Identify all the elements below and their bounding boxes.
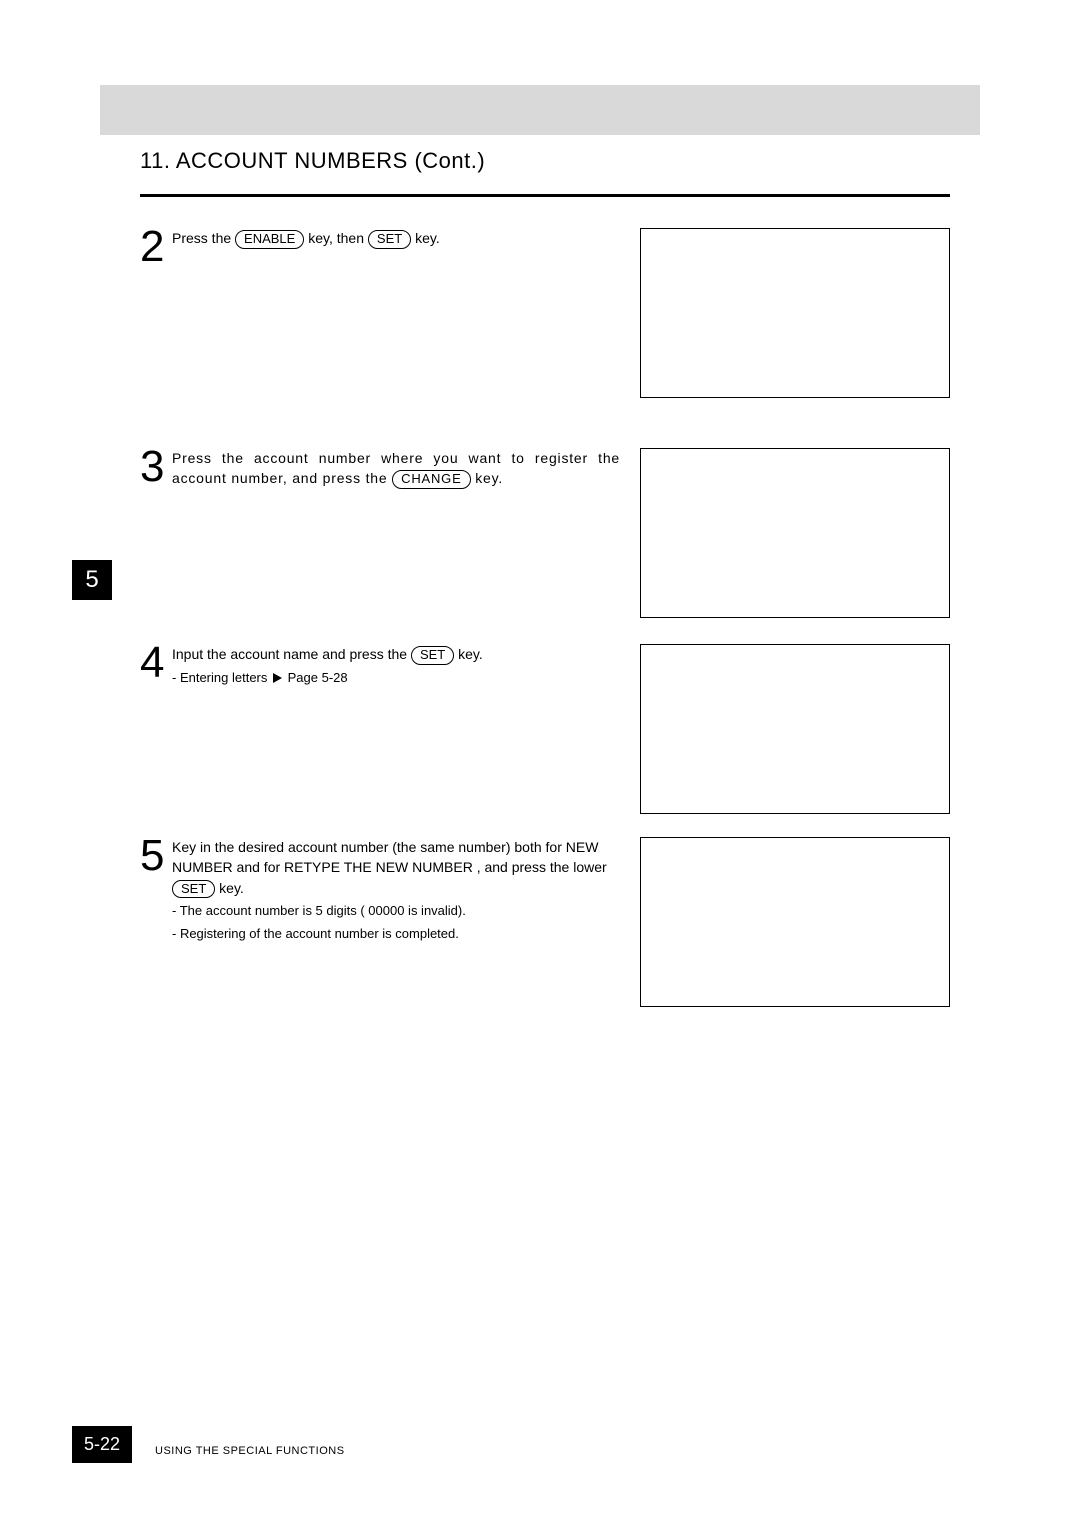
step-4-body: Input the account name and press the SET…: [172, 644, 620, 688]
set-key-5: SET: [172, 880, 215, 899]
section-title: 11. ACCOUNT NUMBERS (Cont.): [140, 148, 485, 174]
set-key: SET: [368, 230, 411, 249]
step-5-note2: - Registering of the account number is c…: [172, 925, 620, 944]
step-4-note-ref: Page 5-28: [288, 670, 348, 685]
step-5-note1: - The account number is 5 digits ( 00000…: [172, 902, 620, 921]
step-number-2: 2: [140, 222, 164, 272]
step-4-text-b: key.: [454, 646, 483, 662]
step-2-text-b: key, then: [304, 230, 368, 246]
step-4: 4 Input the account name and press the S…: [140, 644, 620, 688]
step-2: 2 Press the ENABLE key, then SET key.: [140, 228, 620, 249]
arrow-icon: [273, 673, 282, 683]
step-5-q2: RETYPE THE NEW NUMBER: [284, 859, 473, 875]
step-3-text-b: key.: [471, 470, 504, 486]
step-number-3: 3: [140, 442, 164, 492]
footer-section-label: USING THE SPECIAL FUNCTIONS: [155, 1445, 345, 1457]
figure-step-4: [640, 644, 950, 814]
step-5: 5 Key in the desired account number (the…: [140, 837, 620, 944]
step-4-note-prefix: - Entering letters: [172, 670, 271, 685]
step-5-text-c: , and press the lower: [473, 859, 607, 875]
step-5-text-d: key.: [215, 880, 244, 896]
chapter-tab: 5: [72, 560, 112, 600]
page-number-box: 5-22: [72, 1426, 132, 1463]
step-5-body: Key in the desired account number (the s…: [172, 837, 620, 944]
title-rule: [140, 194, 950, 197]
step-2-text-c: key.: [411, 230, 440, 246]
figure-step-2: [640, 228, 950, 398]
set-key-4: SET: [411, 646, 454, 665]
step-number-5: 5: [140, 831, 164, 881]
step-4-text-a: Input the account name and press the: [172, 646, 411, 662]
step-3-body: Press the account number where you want …: [172, 448, 620, 489]
step-number-4: 4: [140, 638, 164, 688]
figure-step-5: [640, 837, 950, 1007]
header-band: [100, 85, 980, 135]
figure-step-3: [640, 448, 950, 618]
enable-key: ENABLE: [235, 230, 304, 249]
step-4-note: - Entering letters Page 5-28: [172, 669, 620, 688]
step-5-text-a: Key in the desired account number (the s…: [172, 839, 566, 855]
step-5-text-b: and for: [233, 859, 284, 875]
step-2-body: Press the ENABLE key, then SET key.: [172, 228, 620, 249]
change-key: CHANGE: [392, 470, 470, 489]
step-2-text-a: Press the: [172, 230, 235, 246]
step-3: 3 Press the account number where you wan…: [140, 448, 620, 489]
